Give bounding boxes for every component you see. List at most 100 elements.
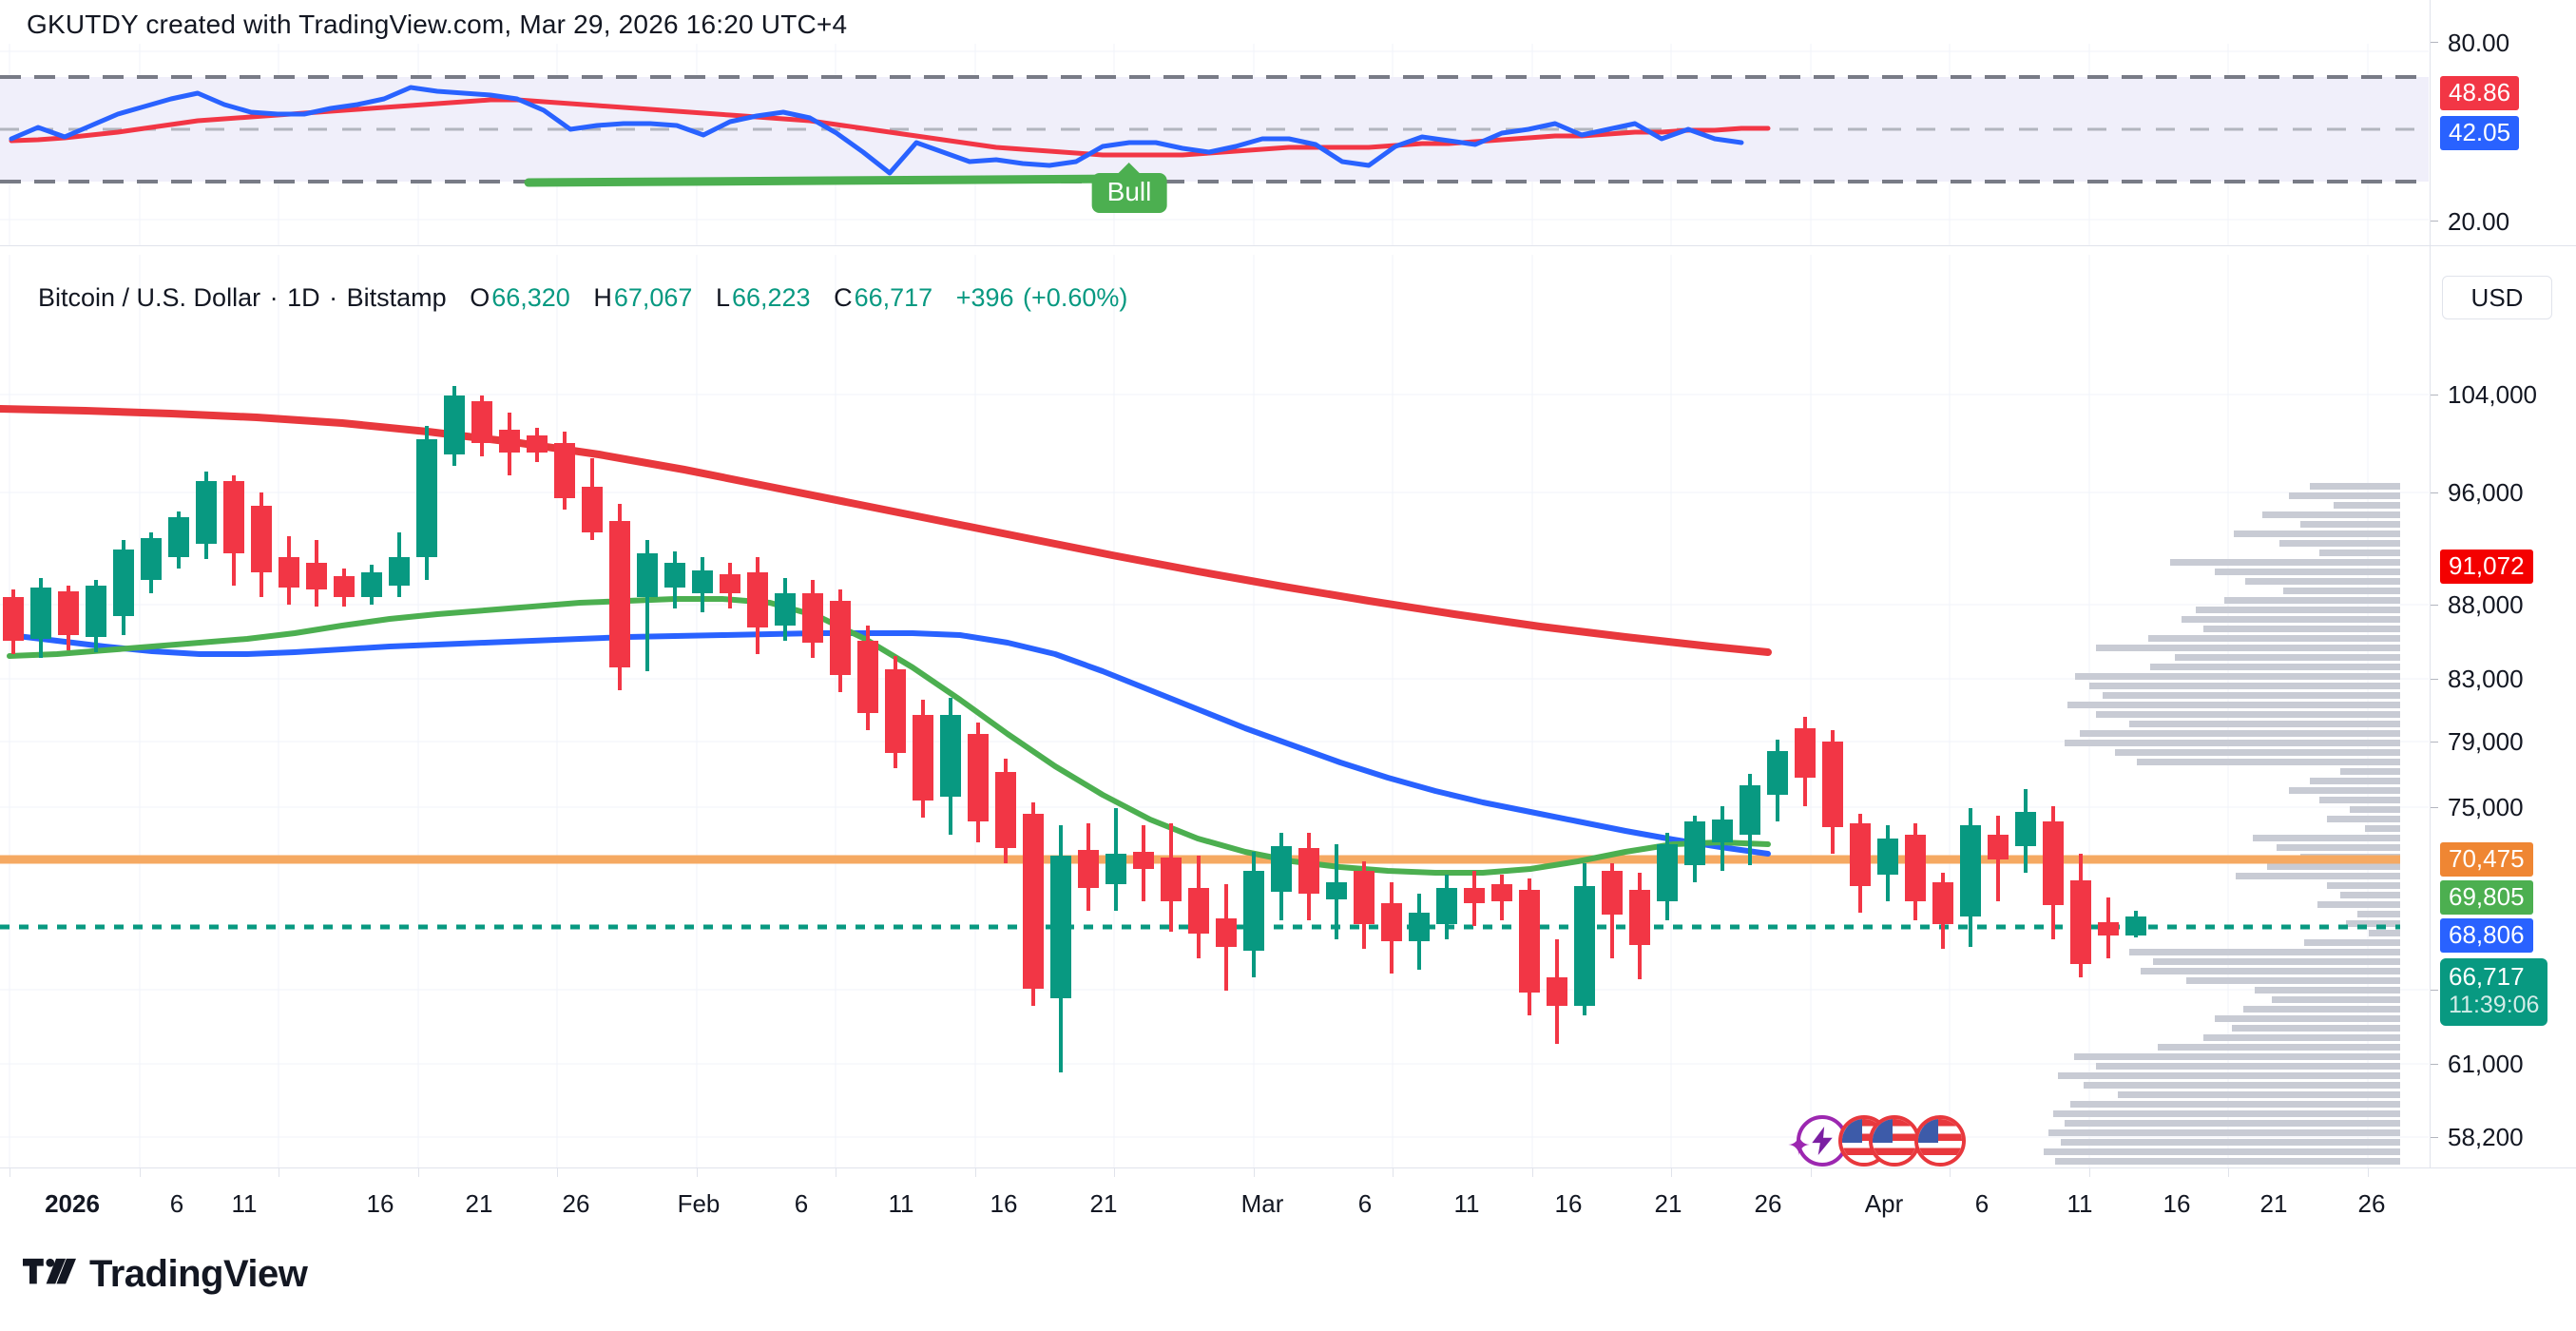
- time-label-jan-26: 26: [562, 1189, 590, 1218]
- time-label-apr-21: 21: [2259, 1189, 2288, 1218]
- pane-separator: [0, 245, 2576, 246]
- legend-high-label: H: [593, 283, 612, 312]
- price-tick-61000: 61,000: [2448, 1050, 2524, 1078]
- time-mark: [557, 1168, 558, 1177]
- legend-symbol: Bitcoin / U.S. Dollar: [38, 283, 261, 312]
- time-mark: [975, 1168, 976, 1177]
- legend-close-value: 66,717: [854, 283, 933, 312]
- tradingview-logo[interactable]: TradingView: [23, 1253, 308, 1296]
- time-label-apr-11: 11: [2067, 1189, 2093, 1218]
- price-tick-96000: 96,000: [2448, 478, 2524, 507]
- legend-open-value: 66,320: [491, 283, 570, 312]
- legend-low-value: 66,223: [731, 283, 811, 312]
- time-axis[interactable]: 2026 6 11 16 21 26 Feb 6 11 16 21 Mar 6 …: [0, 1167, 2576, 1236]
- price-tick-104000: 104,000: [2448, 380, 2537, 409]
- legend-separator-1: ·: [269, 283, 279, 312]
- rsi-tick-20: 20.00: [2448, 207, 2510, 236]
- time-mark: [1671, 1168, 1672, 1177]
- last-price-badge[interactable]: 66,717 11:39:06: [2440, 958, 2548, 1026]
- time-label-jan-11: 11: [231, 1189, 258, 1218]
- axis-pane-separator: [2431, 245, 2576, 246]
- tick-mark: [2431, 42, 2438, 43]
- time-label-mar-16: 16: [1554, 1189, 1583, 1218]
- volume-profile: [2044, 483, 2400, 1165]
- time-label-feb-16: 16: [990, 1189, 1018, 1218]
- us-flag-icon-2[interactable]: [1869, 1115, 1920, 1167]
- candlestick-series: [3, 386, 2146, 1072]
- time-label-mar-21: 21: [1654, 1189, 1682, 1218]
- price-tick-88000: 88,000: [2448, 590, 2524, 619]
- time-label-jan-16: 16: [366, 1189, 394, 1218]
- currency-chip[interactable]: USD: [2442, 276, 2552, 319]
- price-tick-75000: 75,000: [2448, 793, 2524, 821]
- time-mark: [1811, 1168, 1812, 1177]
- tick-mark: [2431, 1137, 2438, 1138]
- time-mark: [140, 1168, 141, 1177]
- time-label-apr-16: 16: [2163, 1189, 2191, 1218]
- time-label-feb-6: 6: [794, 1189, 809, 1218]
- price-axis[interactable]: 80.00 20.00 48.86 42.05 USD 104,000 96,0…: [2430, 0, 2576, 1225]
- legend-close-label: C: [834, 283, 853, 312]
- legend-open-label: O: [470, 283, 490, 312]
- sparkle-glyph: ✦: [1787, 1130, 1812, 1162]
- rsi-line: [9, 85, 1744, 176]
- legend-change: +396: [955, 283, 1014, 312]
- rsi-indicator-pane[interactable]: [0, 44, 2429, 245]
- chart-legend[interactable]: Bitcoin / U.S. Dollar · 1D · Bitstamp O6…: [38, 283, 1129, 313]
- ma-mid-price-badge[interactable]: 68,806: [2440, 918, 2533, 953]
- tick-mark: [2431, 221, 2438, 222]
- time-label-mar-11: 11: [1453, 1189, 1480, 1218]
- tick-mark: [2431, 605, 2438, 606]
- time-label-jan-6: 6: [169, 1189, 184, 1218]
- legend-high-value: 67,067: [613, 283, 693, 312]
- bull-divergence-label[interactable]: Bull: [1091, 163, 1167, 213]
- legend-interval: 1D: [287, 283, 320, 312]
- ma-short-price-badge[interactable]: 69,805: [2440, 880, 2533, 915]
- time-mark: [1532, 1168, 1533, 1177]
- tradingview-wordmark: TradingView: [89, 1253, 308, 1295]
- time-mark: [2228, 1168, 2229, 1177]
- last-price-value: 66,717: [2449, 962, 2525, 991]
- time-label-jan-21: 21: [465, 1189, 493, 1218]
- tick-mark: [2431, 679, 2438, 680]
- ma-mid-blue-line: [7, 630, 1771, 857]
- price-tick-83000: 83,000: [2448, 665, 2524, 693]
- countdown-timer: 11:39:06: [2449, 991, 2540, 1018]
- time-label-apr-6: 6: [1974, 1189, 1990, 1218]
- legend-exchange: Bitstamp: [346, 283, 447, 312]
- ma-long-price-badge[interactable]: 91,072: [2440, 550, 2533, 584]
- tick-mark: [2431, 807, 2438, 808]
- legend-change-percent: (+0.60%): [1023, 283, 1128, 312]
- tradingview-mark-icon: [23, 1258, 76, 1283]
- time-label-mar: Mar: [1240, 1189, 1284, 1218]
- legend-separator-2: ·: [329, 283, 338, 312]
- us-flag-icon-3[interactable]: [1914, 1115, 1966, 1167]
- price-tick-79000: 79,000: [2448, 727, 2524, 756]
- tick-mark: [2431, 492, 2438, 493]
- ma-long-red-line: [0, 405, 1772, 656]
- bullish-divergence-line: [524, 174, 1136, 187]
- time-label-mar-26: 26: [1754, 1189, 1782, 1218]
- time-mark: [418, 1168, 419, 1177]
- time-label-feb: Feb: [677, 1189, 721, 1218]
- rsi-ma-value-badge[interactable]: 48.86: [2440, 76, 2520, 110]
- time-label-feb-11: 11: [888, 1189, 914, 1218]
- time-mark: [1254, 1168, 1255, 1177]
- time-label-apr: Apr: [1864, 1189, 1904, 1218]
- time-mark: [2089, 1168, 2090, 1177]
- time-mark: [1950, 1168, 1951, 1177]
- chart-attribution-title: GKUTDY created with TradingView.com, Mar…: [27, 10, 848, 39]
- tick-mark: [2431, 742, 2438, 743]
- tick-mark: [2431, 990, 2438, 991]
- price-svg: [0, 255, 2429, 1167]
- lightning-bolt-glyph: [1812, 1127, 1833, 1155]
- rsi-value-badge[interactable]: 42.05: [2440, 116, 2520, 150]
- legend-low-label: L: [715, 283, 730, 312]
- flag-glyph: [1873, 1119, 1916, 1163]
- time-label-apr-26: 26: [2357, 1189, 2386, 1218]
- orange-level-price-badge[interactable]: 70,475: [2440, 842, 2533, 877]
- time-label-2026: 2026: [45, 1189, 100, 1218]
- price-chart-pane[interactable]: [0, 255, 2429, 1167]
- time-mark: [697, 1168, 698, 1177]
